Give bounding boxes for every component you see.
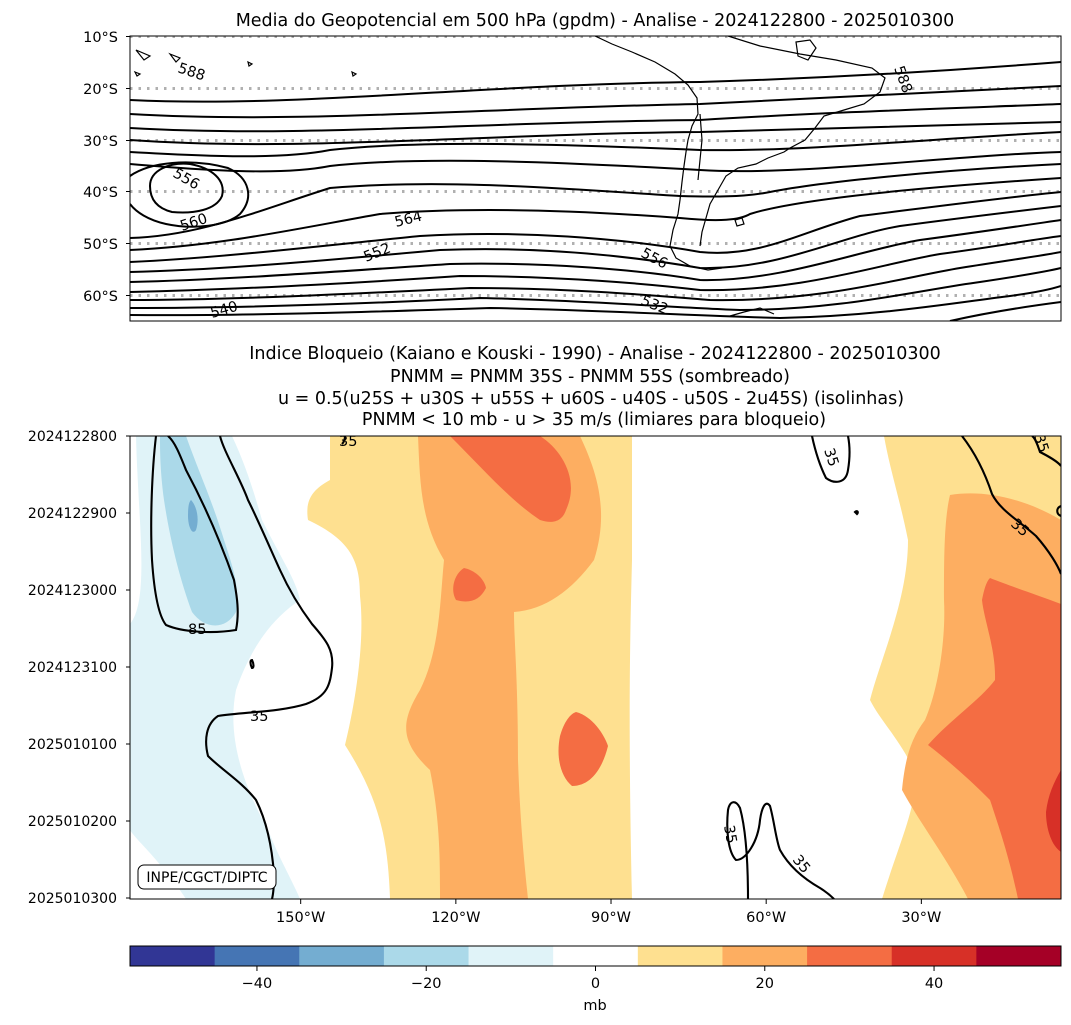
bottom-title-line-2: PNMM = PNMM 35S - PNMM 55S (sombreado) — [390, 367, 790, 387]
y-tick-label: 2025010200 — [28, 814, 117, 830]
y-tick-label: 10°S — [83, 30, 118, 46]
colorbar-segment — [807, 946, 893, 966]
y-tick-label: 2024122800 — [28, 429, 117, 445]
hovmoller-area: 35 35 35 35 85 35 35 35 INPE/CGCT/DIPTC — [130, 432, 1061, 899]
colorbar-tick-label: 40 — [925, 976, 943, 992]
contour-label: 556 — [638, 245, 670, 272]
u-isolines — [150, 436, 1061, 899]
colorbar-segment — [468, 946, 554, 966]
isoline-label: 35 — [820, 446, 841, 468]
credit-badge: INPE/CGCT/DIPTC — [137, 864, 277, 890]
shade-25-to-35-pacific — [450, 436, 571, 522]
isoline-label: 85 — [188, 622, 206, 638]
contour-label: 552 — [362, 241, 394, 266]
x-tick-label: 90°W — [591, 910, 631, 926]
pacific-island-1 — [135, 49, 152, 61]
pacific-island-4 — [247, 60, 254, 67]
y-tick-label: 20°S — [83, 82, 118, 98]
bottom-title-line-1: Indice Bloqueio (Kaiano e Kouski - 1990)… — [249, 344, 941, 364]
colorbar-segment — [722, 946, 808, 966]
positive-shading — [307, 436, 1061, 899]
credit-text: INPE/CGCT/DIPTC — [146, 870, 267, 886]
y-tick-label: 2024122900 — [28, 506, 117, 522]
x-tick-label: 60°W — [746, 910, 786, 926]
colorbar-segment — [553, 946, 639, 966]
top-map-area: 588 588 556 560 564 552 556 532 540 — [130, 36, 1061, 322]
cutoff-low-inner-contour — [148, 162, 224, 214]
colorbar-segment — [130, 946, 216, 966]
colorbar-label: mb — [583, 998, 606, 1014]
shade-25-to-35-pacific-cell-2 — [558, 712, 608, 786]
bottom-title-line-3: u = 0.5(u25S + u30S + u55S + u60S - u40S… — [278, 389, 904, 409]
isoline-label: 35 — [720, 824, 739, 845]
colorbar-ticks: −40 −20 0 20 40 — [242, 966, 943, 992]
y-tick-label: 30°S — [83, 134, 118, 150]
x-tick-label: 30°W — [901, 910, 941, 926]
cutoff-low-outer-contour — [130, 161, 250, 228]
colorbar-segment — [299, 946, 385, 966]
colorbar-tick-label: −40 — [242, 976, 273, 992]
colorbar-segment — [891, 946, 977, 966]
contour-label: 588 — [890, 64, 915, 95]
colorbar-tick-label: 0 — [591, 976, 600, 992]
isoline-label: 35 — [1030, 432, 1051, 454]
y-tick-label: 2024123100 — [28, 660, 117, 676]
shade-35-to-45-atlantic — [1046, 770, 1061, 852]
colorbar-segment — [214, 946, 300, 966]
bottom-title-line-4: PNMM < 10 mb - u > 35 m/s (limiares para… — [362, 410, 826, 430]
contour-label: 560 — [178, 211, 209, 235]
y-tick-label: 60°S — [83, 289, 118, 305]
shade-25-to-35-pacific-cell-1 — [453, 568, 486, 602]
colorbar — [130, 946, 1062, 966]
shade-minus-25-to-minus-35 — [188, 500, 198, 532]
y-tick-label: 40°S — [83, 185, 118, 201]
bottom-x-axis: 150°W 120°W 90°W 60°W 30°W — [276, 899, 941, 926]
shade-15-to-25-pacific — [406, 436, 602, 899]
pacific-island-2 — [168, 52, 182, 63]
pacific-island-5 — [351, 70, 358, 77]
pacific-island-3 — [133, 70, 142, 77]
bottom-y-axis: 2024122800 2024122900 2024123000 2024123… — [28, 429, 130, 907]
south-america-west-coast — [594, 36, 723, 271]
colorbar-tick-label: −20 — [411, 976, 442, 992]
colorbar-tick-label: 20 — [756, 976, 774, 992]
y-tick-label: 2025010100 — [28, 737, 117, 753]
top-axes-frame — [129, 35, 1062, 322]
negative-shading — [130, 436, 300, 899]
geopotential-contours — [130, 61, 1061, 321]
x-tick-label: 120°W — [431, 910, 480, 926]
coastlines — [133, 36, 886, 317]
south-america-east-coast — [699, 36, 886, 247]
shade-minus-15-to-minus-25 — [160, 436, 238, 626]
isoline-label: 35 — [250, 709, 268, 725]
isoline-label: 35 — [339, 434, 357, 450]
shade-minus-5-to-minus-15 — [130, 436, 300, 899]
top-y-axis: 10°S 20°S 30°S 40°S 50°S 60°S — [83, 30, 130, 305]
bottom-chart-title: Indice Bloqueio (Kaiano e Kouski - 1990)… — [249, 344, 941, 430]
colorbar-segment — [637, 946, 723, 966]
contour-label: 564 — [393, 209, 424, 231]
x-tick-label: 150°W — [276, 910, 325, 926]
top-chart-title: Media do Geopotencial em 500 hPa (gpdm) … — [236, 11, 955, 31]
y-tick-label: 2024123000 — [28, 583, 117, 599]
shade-25-to-35-atlantic — [928, 578, 1061, 899]
y-tick-label: 50°S — [83, 237, 118, 253]
colorbar-segment — [383, 946, 470, 966]
atlantic-islands — [795, 39, 817, 61]
y-tick-label: 2025010300 — [28, 891, 117, 907]
contour-label: 540 — [209, 299, 240, 322]
contour-label: 588 — [176, 61, 207, 85]
colorbar-segment — [976, 946, 1062, 966]
